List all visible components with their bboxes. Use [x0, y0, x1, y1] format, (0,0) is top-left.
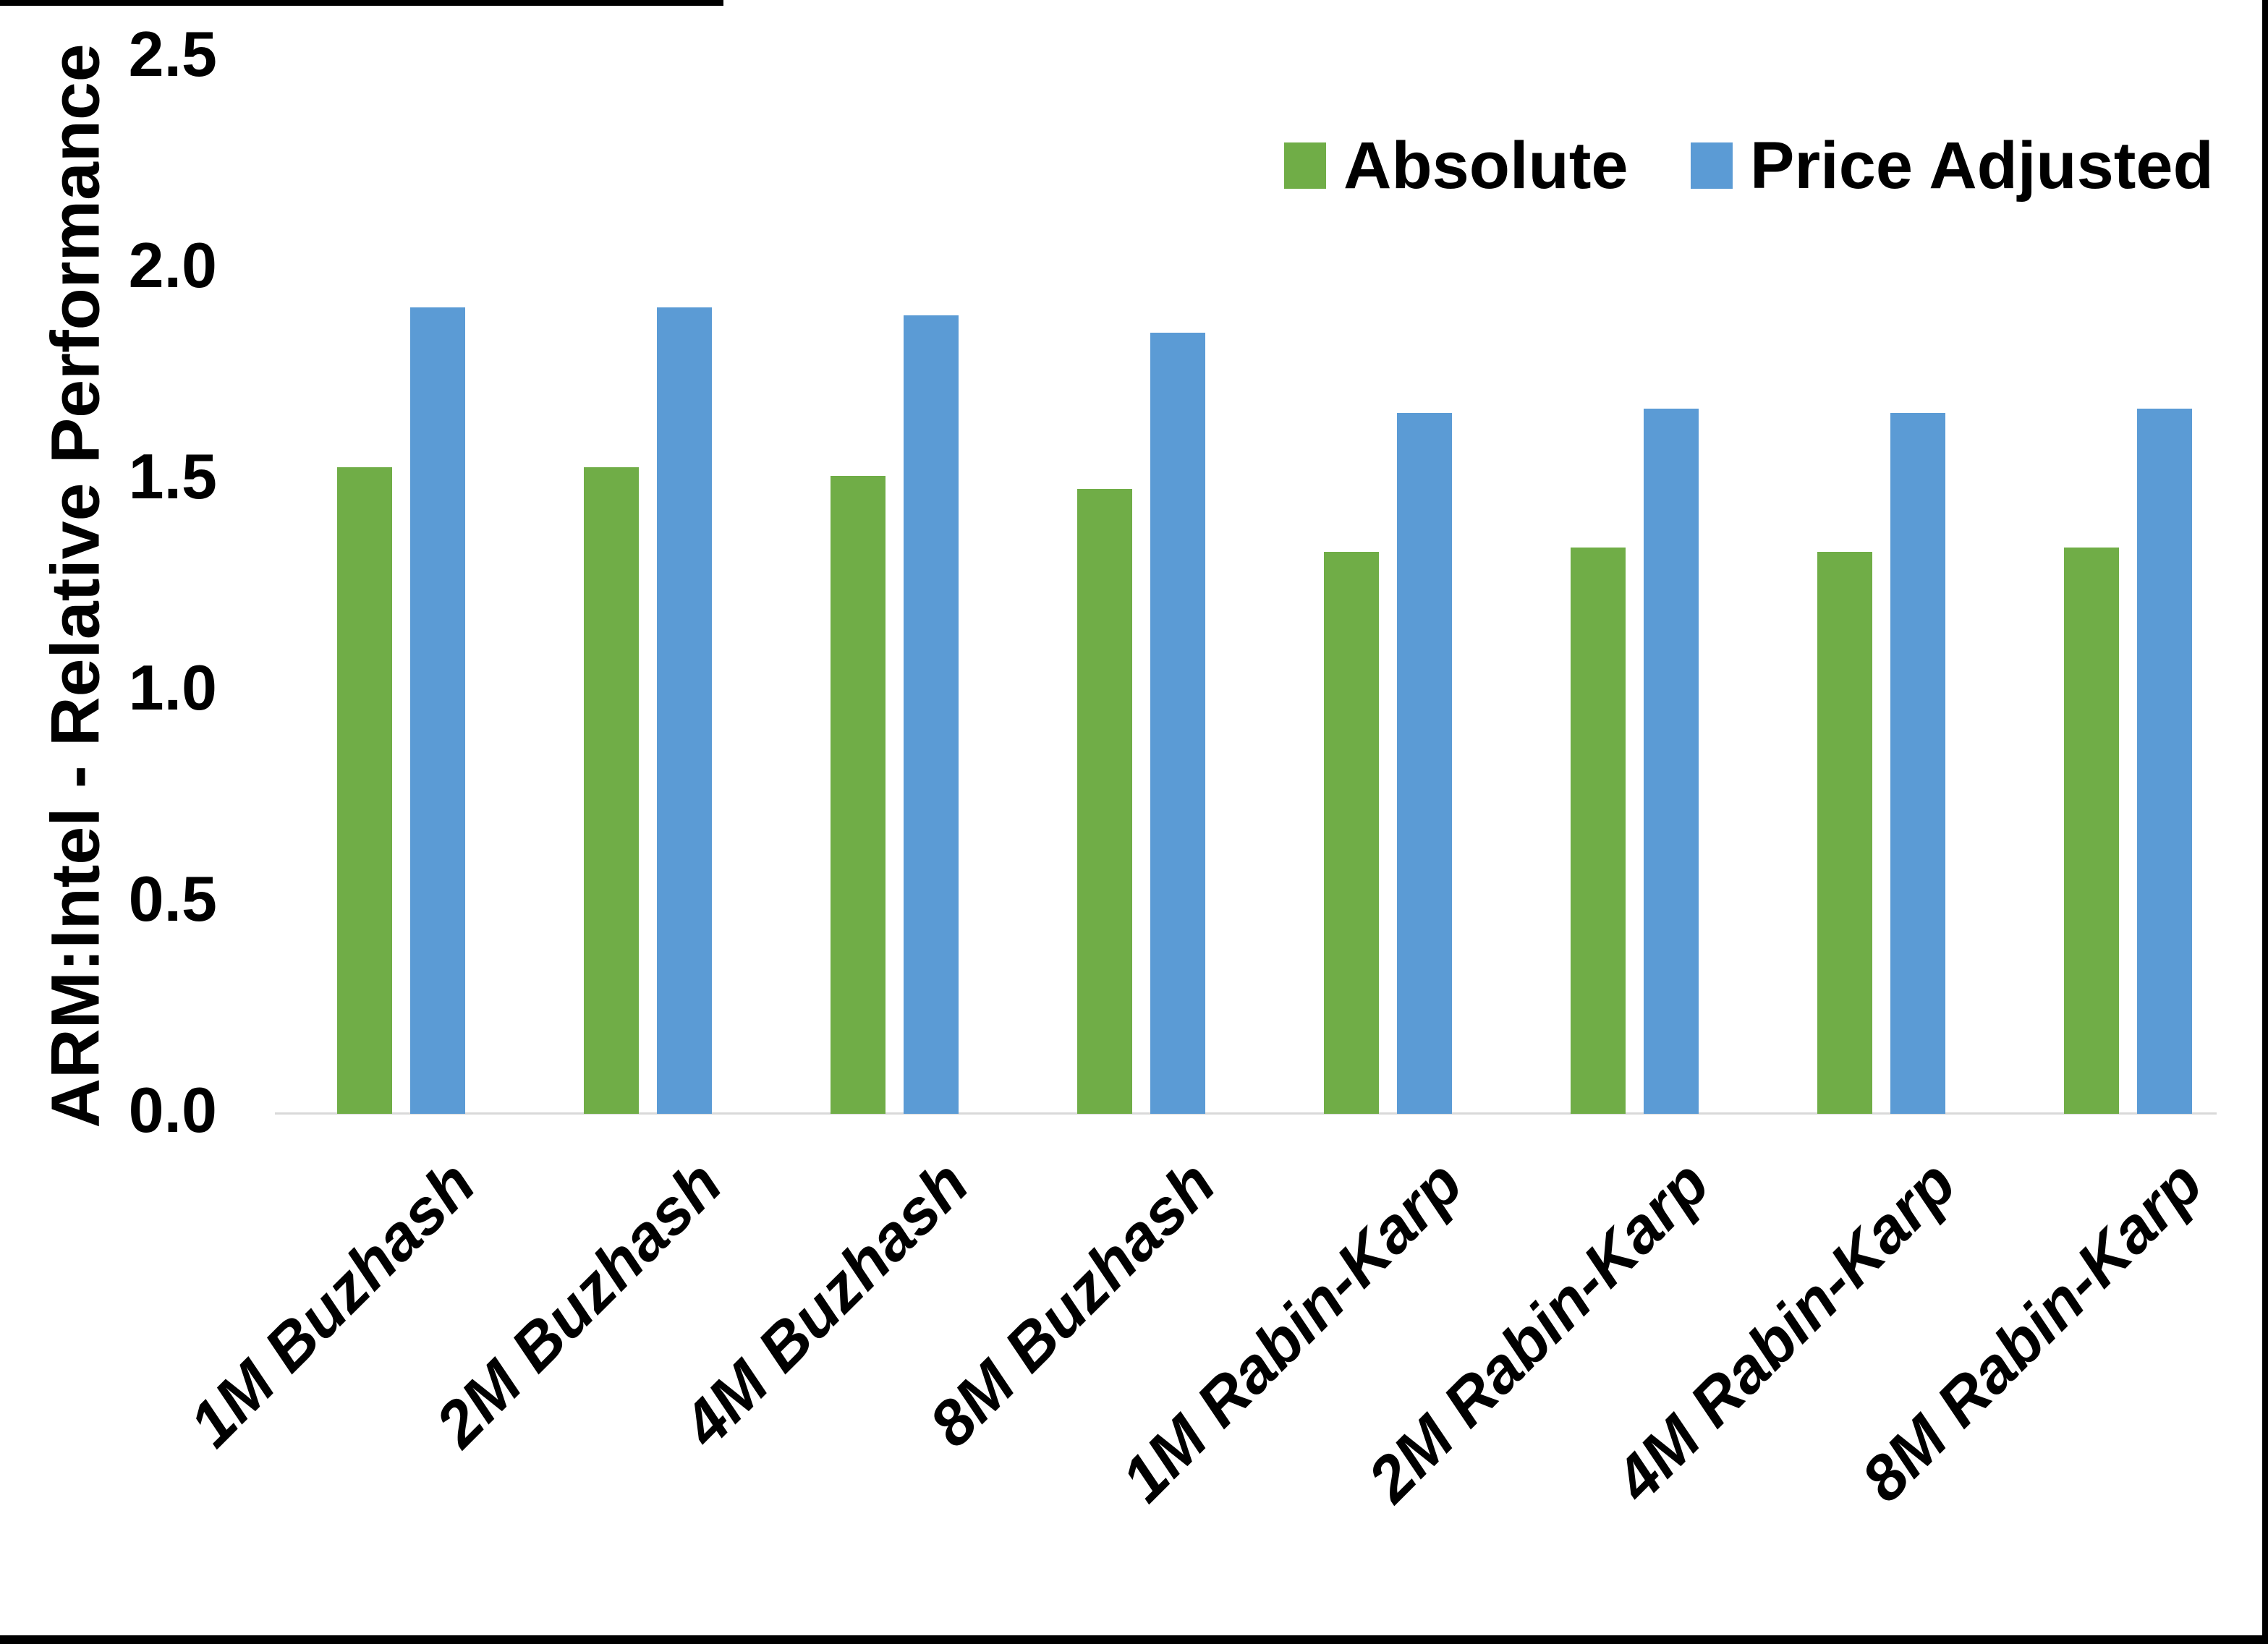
x-axis-baseline: [275, 1112, 2217, 1115]
bar-absolute: [337, 467, 392, 1114]
bar-absolute: [1324, 552, 1379, 1114]
bar-price-adjusted: [1890, 413, 1945, 1114]
bar-absolute: [831, 476, 885, 1114]
y-tick-label: 0.0: [128, 1074, 217, 1146]
y-axis-title: ARM:Intel - Relative Performance: [37, 43, 114, 1128]
bar-absolute: [2064, 548, 2119, 1114]
legend-swatch-price-adjusted: [1691, 142, 1733, 189]
legend-item-absolute: Absolute: [1284, 132, 1628, 199]
y-tick-label: 2.0: [128, 229, 217, 301]
legend-swatch-absolute: [1284, 142, 1326, 189]
bar-absolute: [1077, 489, 1132, 1114]
figure-border-right: [2262, 0, 2268, 1644]
bar-price-adjusted: [1150, 333, 1205, 1114]
legend-item-price-adjusted: Price Adjusted: [1691, 132, 2214, 199]
y-tick-label: 2.5: [128, 18, 217, 90]
y-tick-label: 0.5: [128, 863, 217, 934]
bar-absolute: [584, 467, 639, 1114]
bar-price-adjusted: [1397, 413, 1452, 1114]
bar-price-adjusted: [410, 307, 465, 1114]
legend-label: Price Adjusted: [1750, 129, 2214, 203]
bar-price-adjusted: [657, 307, 712, 1114]
bar-absolute: [1817, 552, 1872, 1114]
bar-price-adjusted: [1644, 409, 1699, 1114]
bar-price-adjusted: [904, 315, 959, 1114]
figure-border-top: [0, 0, 723, 6]
y-tick-label: 1.5: [128, 440, 217, 512]
y-tick-label: 1.0: [128, 652, 217, 723]
bar-absolute: [1571, 548, 1626, 1114]
figure-border-bottom: [0, 1635, 2268, 1644]
legend-label: Absolute: [1343, 129, 1628, 203]
bar-price-adjusted: [2137, 409, 2192, 1114]
